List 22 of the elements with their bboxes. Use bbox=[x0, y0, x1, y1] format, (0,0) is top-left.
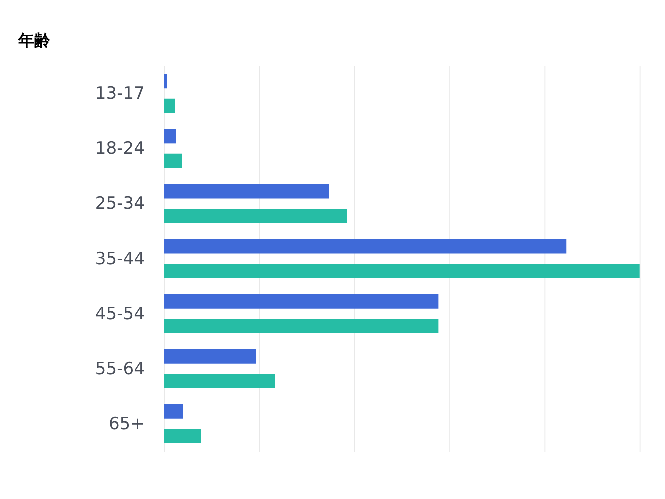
bar bbox=[164, 404, 184, 419]
y-tick-label: 35-44 bbox=[95, 249, 145, 270]
y-tick-label: 25-34 bbox=[95, 194, 145, 214]
y-tick-label: 65+ bbox=[108, 414, 145, 434]
bar bbox=[164, 184, 330, 199]
bar bbox=[164, 319, 439, 334]
bar bbox=[164, 294, 439, 309]
chart-title: 年齢 bbox=[18, 31, 52, 50]
y-tick-label: 55-64 bbox=[95, 359, 145, 380]
y-tick-label: 18-24 bbox=[95, 139, 145, 160]
bar bbox=[164, 208, 348, 224]
y-tick-label: 45-54 bbox=[95, 304, 145, 324]
bar bbox=[164, 374, 276, 388]
bar bbox=[164, 350, 257, 364]
bar bbox=[164, 429, 202, 444]
y-tick-label: 13-17 bbox=[95, 84, 145, 104]
bar bbox=[164, 98, 176, 114]
bar bbox=[164, 74, 168, 89]
bar bbox=[164, 239, 567, 254]
bar bbox=[164, 129, 176, 144]
bar bbox=[164, 154, 182, 168]
bar bbox=[164, 264, 640, 278]
